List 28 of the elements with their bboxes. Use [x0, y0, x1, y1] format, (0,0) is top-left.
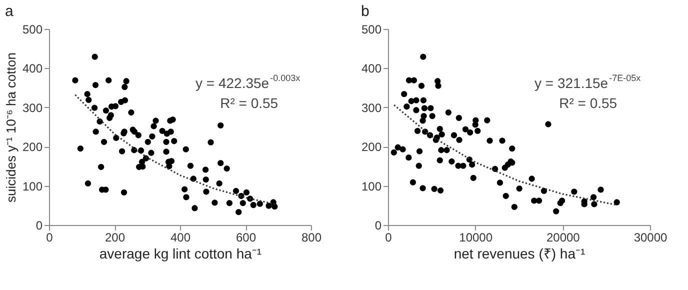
x-tick-label: 0 — [46, 230, 54, 244]
y-tick-label: 500 — [22, 22, 43, 36]
x-tick-label: 400 — [170, 230, 191, 244]
x-tick-label: 10000 — [459, 230, 493, 244]
y-tick-label: 100 — [22, 179, 43, 194]
x-tick-label: 800 — [301, 230, 322, 244]
y-axis-title: suicides y⁻¹ 10⁻⁶ ha cotton — [3, 52, 18, 202]
y-tick-label: 300 — [361, 100, 382, 115]
y-tick-label: 400 — [22, 62, 43, 76]
annotation: R² = 0.55 — [220, 94, 278, 111]
x-axis-title: net revenues (₹) ha⁻¹ — [454, 246, 586, 262]
y-tick-label: 100 — [361, 179, 382, 194]
x-tick-label: 20000 — [546, 230, 580, 244]
y-tick-label: 400 — [361, 62, 382, 76]
annotation: R² = 0.55 — [559, 94, 618, 111]
y-tick-label: 0 — [374, 218, 382, 232]
y-tick-label: 300 — [22, 100, 43, 115]
chart-title: b — [360, 3, 370, 20]
y-tick-label: 0 — [36, 218, 43, 232]
y-tick-label: 200 — [22, 140, 43, 154]
x-axis-title: average kg lint cotton ha⁻¹ — [99, 246, 262, 262]
x-tick-label: 0 — [385, 230, 392, 244]
x-tick-label: 30000 — [634, 230, 668, 244]
y-tick-label: 200 — [361, 140, 382, 154]
chart-title: a — [4, 3, 14, 20]
y-tick-label: 500 — [361, 22, 382, 36]
x-tick-label: 200 — [104, 230, 126, 244]
x-tick-label: 600 — [236, 230, 256, 244]
